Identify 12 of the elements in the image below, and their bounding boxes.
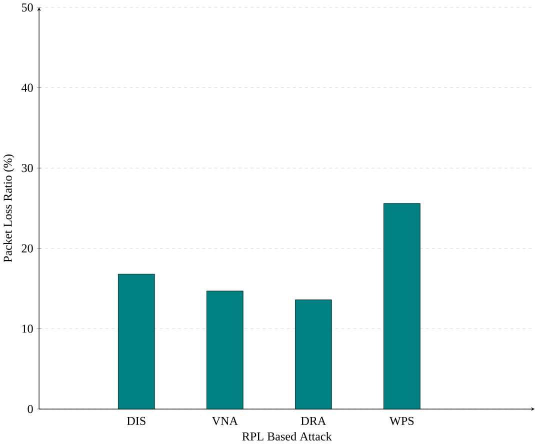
y-tick-label: 20 bbox=[22, 244, 33, 253]
x-axis-title: RPL Based Attack bbox=[242, 432, 332, 441]
x-tick-label: DRA bbox=[301, 416, 326, 425]
y-tick-label: 0 bbox=[28, 405, 33, 414]
y-tick-label: 30 bbox=[22, 164, 33, 172]
x-tick-label: WPS bbox=[390, 416, 414, 426]
y-tick-label: 50 bbox=[22, 3, 33, 12]
y-tick-label: 10 bbox=[22, 324, 33, 333]
x-tick-label: DIS bbox=[127, 416, 146, 426]
x-tick-label: VNA bbox=[212, 416, 238, 426]
y-axis-title: Packet Loss Ratio (%) bbox=[3, 154, 14, 262]
y-tick-label: 40 bbox=[21, 84, 33, 92]
